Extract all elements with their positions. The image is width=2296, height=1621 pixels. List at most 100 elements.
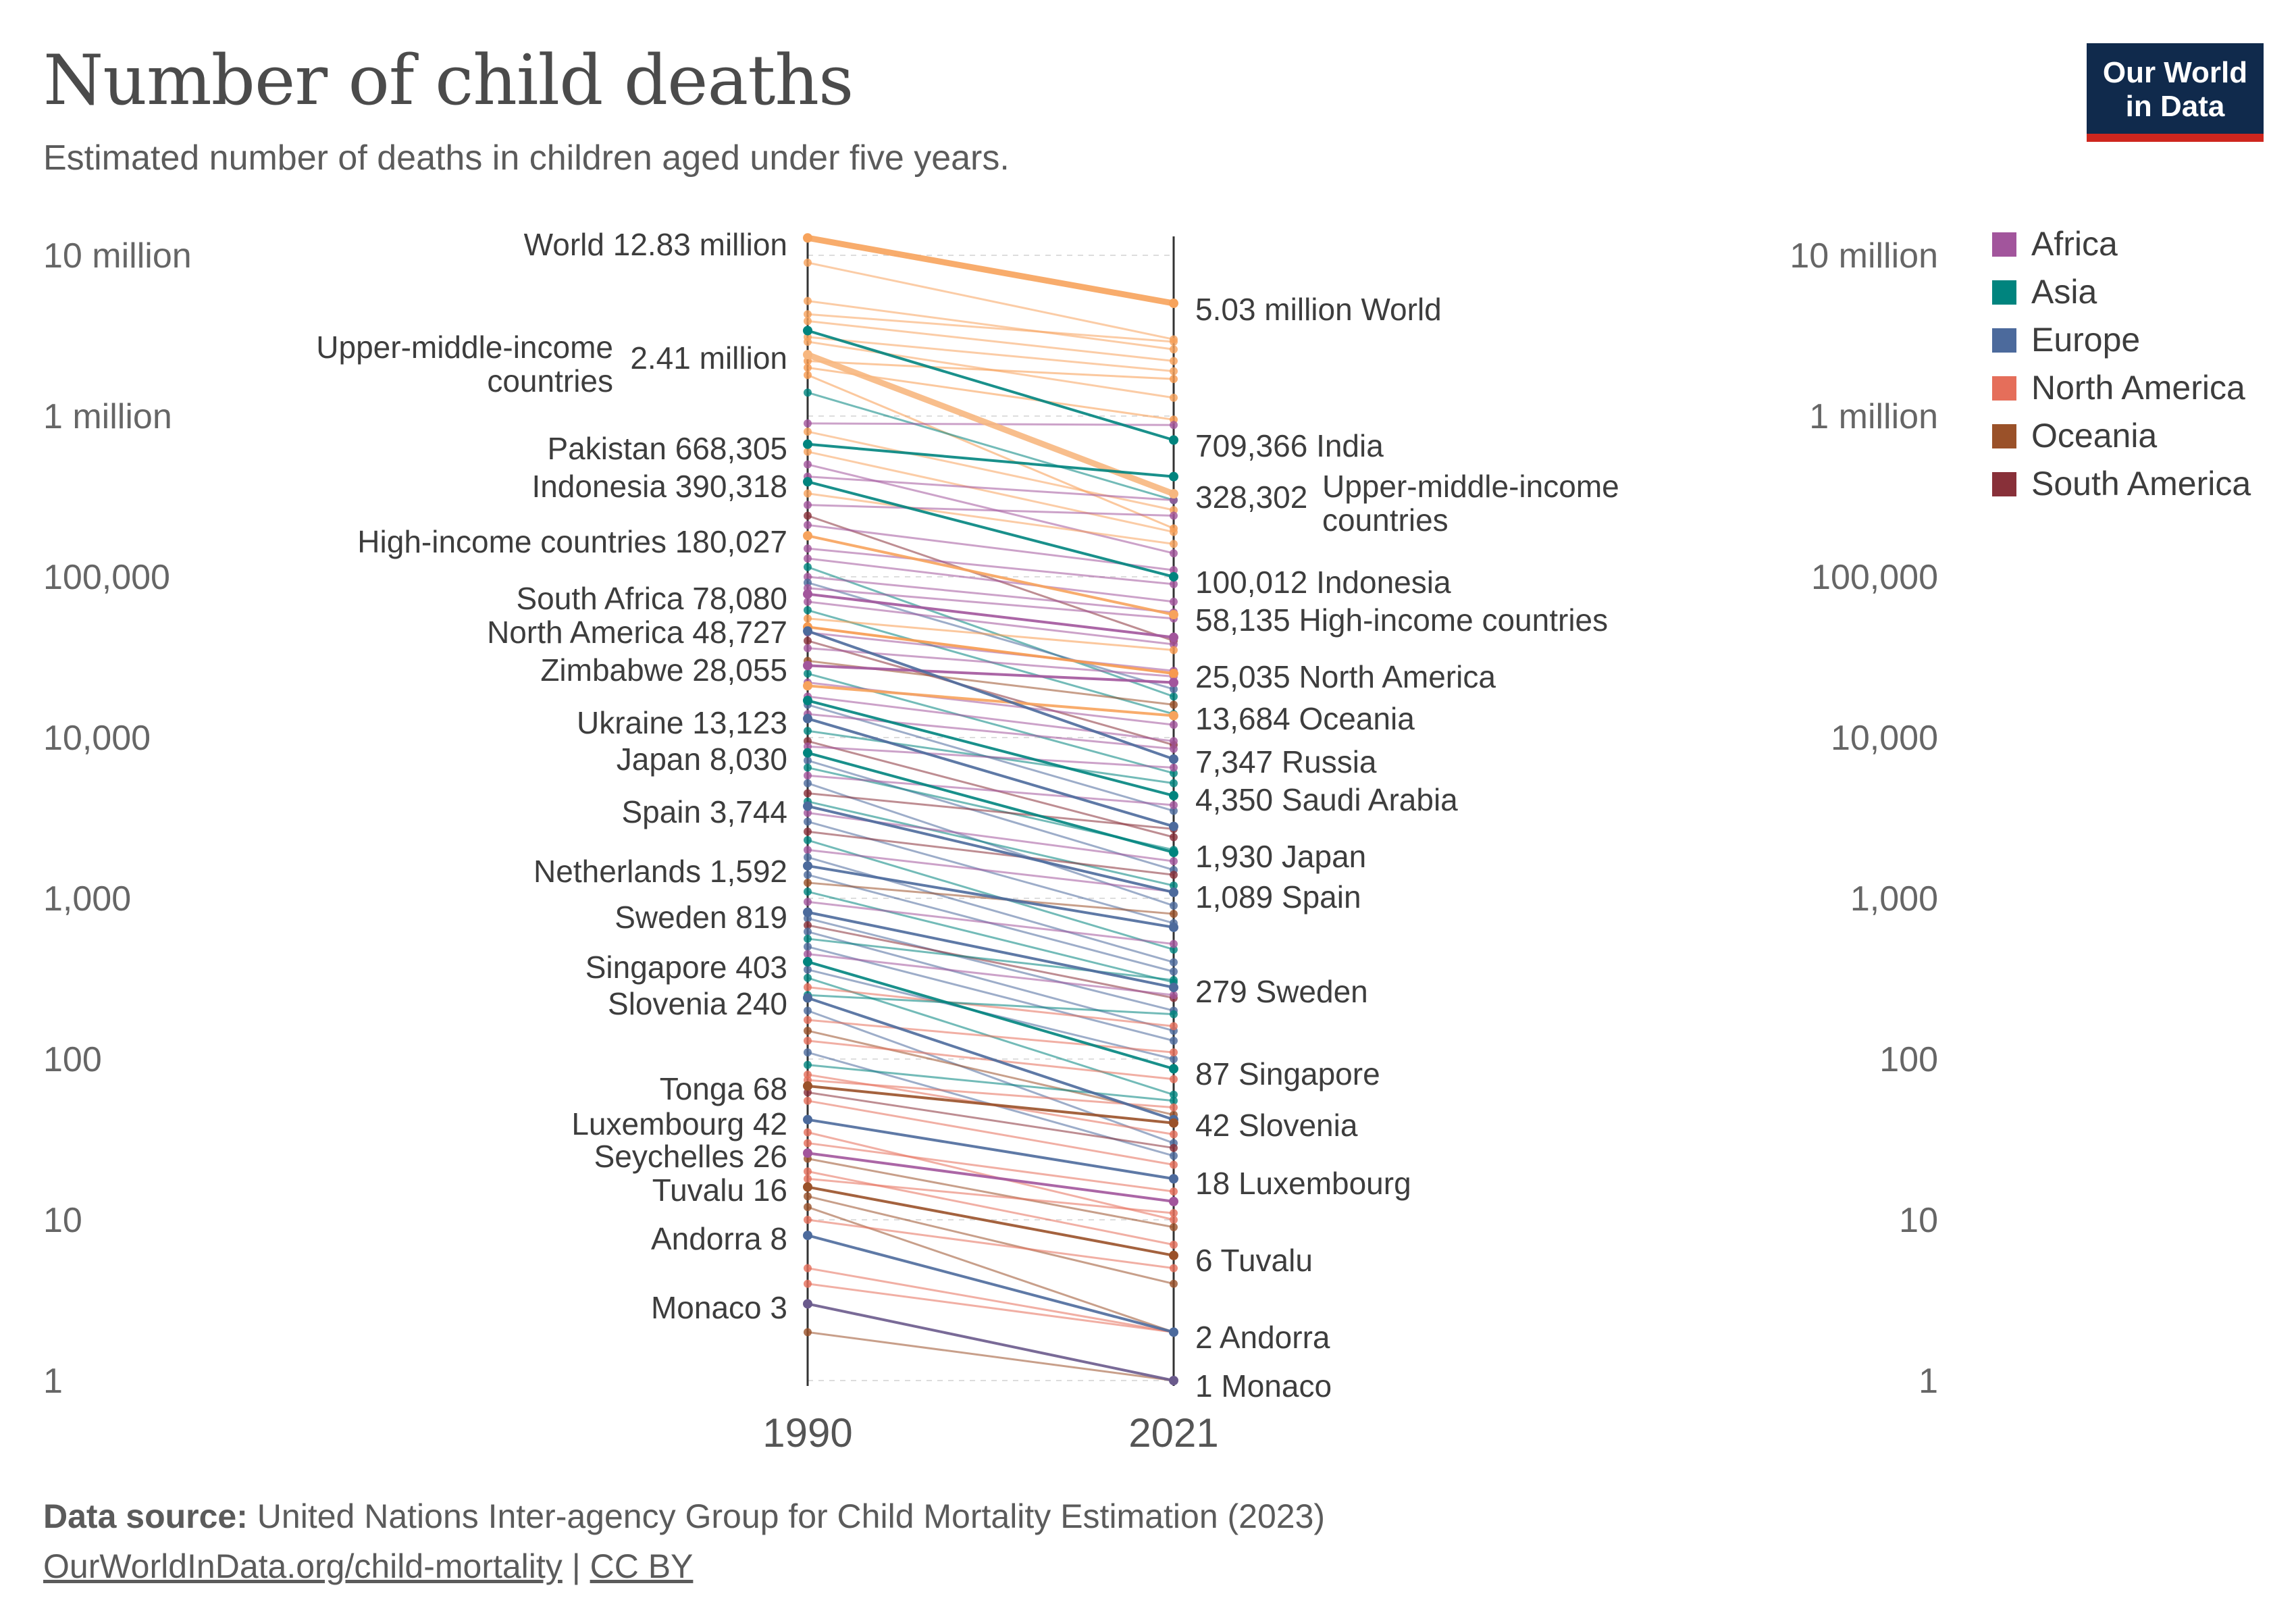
left-name-monaco: Monaco: [651, 1290, 770, 1325]
series-line-bg-34: [807, 695, 1174, 742]
series-line-saudi-arabia: [807, 699, 1174, 797]
series-line-bg-20: [807, 557, 1174, 603]
series-line-north-america: [807, 625, 1174, 675]
legend-item-africa[interactable]: Africa: [1992, 225, 2118, 263]
series-point-bg-2021-52: [1170, 967, 1178, 976]
series-point-bg-1990-76: [804, 1128, 812, 1137]
series-line-luxembourg: [807, 1118, 1174, 1181]
series-line-bg-25: [807, 600, 1174, 646]
series-point-bg-2021-60: [1170, 1036, 1178, 1045]
legend-swatch-africa: [1992, 232, 2016, 257]
right-label-luxembourg: 18 Luxembourg: [1195, 1166, 1411, 1201]
series-point-bg-2021-72: [1170, 1130, 1178, 1139]
series-point-1990-spain: [803, 801, 812, 811]
series-point-1990-indonesia: [803, 477, 812, 487]
series-line-sweden: [807, 910, 1174, 989]
series-point-bg-2021-33: [1170, 721, 1178, 729]
series-point-bg-2021-13: [1170, 549, 1178, 558]
series-line-slovenia: [807, 996, 1174, 1121]
series-point-bg-1990-40: [804, 756, 812, 765]
series-point-bg-1990-48: [804, 827, 812, 836]
right-name-upper-middle-income-countries-line1: Upper-middle-income: [1322, 469, 1619, 504]
right-name-sweden: Sweden: [1256, 974, 1368, 1009]
series-line-bg-12: [807, 451, 1174, 534]
right-name-indonesia: Indonesia: [1316, 565, 1451, 600]
series-point-bg-1990-59: [804, 934, 812, 943]
legend-item-south-america[interactable]: South America: [1992, 465, 2251, 503]
left-value-japan: 8,030: [710, 742, 787, 777]
right-name-saudi-arabia: Saudi Arabia: [1282, 782, 1458, 817]
series-point-1990-netherlands: [803, 860, 812, 871]
license-link[interactable]: CC BY: [590, 1547, 694, 1585]
left-value-spain: 3,744: [710, 794, 787, 829]
series-line-bg-60: [807, 946, 1174, 1042]
series-point-2021-netherlands: [1169, 922, 1178, 932]
legend-item-asia[interactable]: Asia: [1992, 273, 2097, 311]
legend-item-north-america[interactable]: North America: [1992, 369, 2245, 407]
series-point-2021-russia: [1169, 754, 1178, 764]
source-link[interactable]: OurWorldInData.org/child-mortality: [43, 1547, 563, 1585]
left-label-netherlands: Netherlands 1,592: [533, 854, 787, 889]
series-line-bg-53: [807, 881, 1174, 915]
labeled-lines-layer: [803, 233, 1178, 1385]
chart-title: Number of child deaths: [43, 41, 854, 121]
series-line-bg-36: [807, 713, 1174, 750]
series-point-bg-1990-82: [804, 1203, 812, 1212]
series-line-indonesia: [807, 480, 1174, 578]
series-point-2021-spain: [1169, 887, 1178, 898]
y-tick-left-6: 1 million: [43, 397, 172, 436]
series-point-bg-2021-34: [1170, 737, 1178, 746]
series-point-2021-zimbabwe: [1169, 677, 1178, 688]
series-line-india: [807, 329, 1174, 442]
series-point-bg-1990-30: [804, 644, 812, 652]
series-point-bg-1990-41: [804, 763, 812, 772]
source-text: United Nations Inter-agency Group for Ch…: [257, 1497, 1326, 1535]
series-point-bg-2021-43: [1170, 901, 1178, 910]
series-point-bg-2021-70: [1170, 1152, 1178, 1160]
series-point-1990-luxembourg: [803, 1114, 812, 1125]
left-value-netherlands: 1,592: [710, 854, 787, 889]
legend-label-oceania: Oceania: [2031, 417, 2157, 455]
series-point-bg-1990-22: [804, 573, 812, 581]
left-name-japan: Japan: [617, 742, 710, 777]
series-point-bg-2021-16: [1170, 511, 1178, 520]
right-value-slovenia: 42: [1195, 1108, 1238, 1143]
source-label: Data source:: [43, 1497, 248, 1535]
series-line-bg-73: [807, 1079, 1174, 1109]
series-point-2021-seychelles: [1169, 1196, 1178, 1206]
series-point-2021-andorra: [1169, 1327, 1178, 1337]
right-value-tuvalu: 6: [1195, 1243, 1221, 1278]
series-point-1990-zimbabwe: [803, 661, 812, 671]
legend-swatch-oceania: [1992, 424, 2016, 448]
series-point-bg-1990-2: [804, 310, 812, 319]
right-label-saudi-arabia: 4,350 Saudi Arabia: [1195, 782, 1458, 817]
left-label-south-africa: South Africa 78,080: [516, 581, 787, 616]
series-line-bg-55: [807, 900, 1174, 946]
right-label-sweden: 279 Sweden: [1195, 974, 1368, 1009]
series-point-bg-1990-42: [804, 771, 812, 780]
series-point-bg-1990-6: [804, 357, 812, 365]
series-point-1990-singapore: [803, 956, 812, 967]
left-name-andorra: Andorra: [651, 1221, 770, 1256]
series-point-bg-1990-39: [804, 742, 812, 751]
series-line-russia: [807, 629, 1174, 761]
y-tick-left-0: 1: [43, 1362, 63, 1401]
right-label-india: 709,366 India: [1195, 428, 1384, 463]
series-point-bg-2021-51: [1170, 958, 1178, 967]
series-point-bg-1990-27: [804, 614, 812, 623]
series-line-bg-3: [807, 319, 1174, 362]
legend-item-oceania[interactable]: Oceania: [1992, 417, 2157, 455]
y-tick-left-5: 100,000: [43, 558, 170, 597]
series-point-bg-2021-59: [1170, 976, 1178, 985]
series-point-bg-1990-67: [804, 1016, 812, 1025]
source-line: Data source: United Nations Inter-agency…: [43, 1491, 1325, 1541]
legend-item-europe[interactable]: Europe: [1992, 321, 2140, 359]
series-point-bg-1990-58: [804, 927, 812, 936]
owid-logo[interactable]: Our World in Data: [2087, 43, 2264, 142]
series-point-bg-1990-71: [804, 1060, 812, 1069]
left-name-south-africa: South Africa: [516, 581, 692, 616]
left-label-high-income-countries: High-income countries 180,027: [357, 524, 787, 559]
series-line-bg-56: [807, 917, 1174, 1012]
right-value-north-america: 25,035: [1195, 659, 1299, 694]
series-line-bg-27: [807, 617, 1174, 652]
